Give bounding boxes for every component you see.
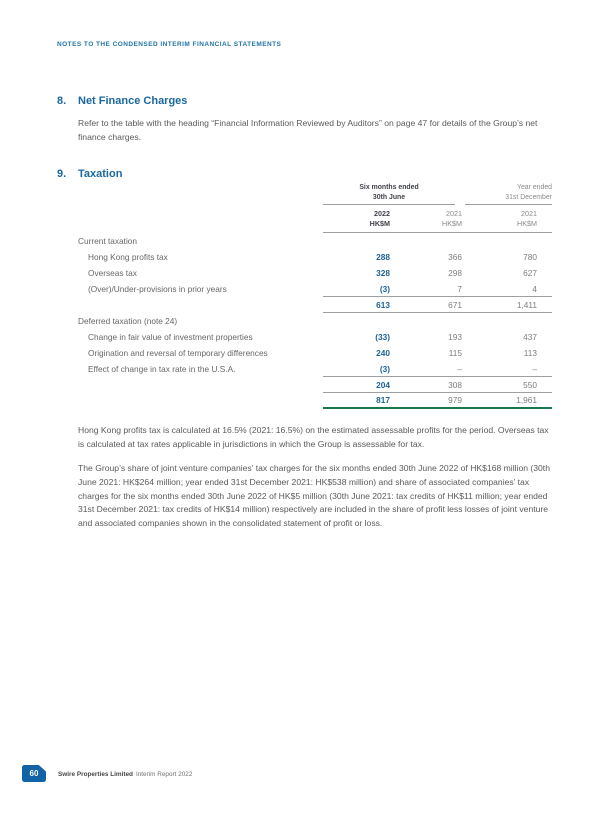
row-label: (Over)/Under-provisions in prior years (88, 284, 227, 295)
table-total-row: 817 979 1,961 (78, 393, 552, 410)
section8-paragraph: Refer to the table with the heading “Fin… (78, 118, 538, 142)
group-header-year-ended: Year ended 31st December (465, 183, 552, 206)
section9-paragraph-1: Hong Kong profits tax is calculated at 1… (78, 425, 549, 449)
value-cell: 204 (376, 379, 390, 390)
row-label: Deferred taxation (note 24) (78, 316, 178, 327)
section8-title: Net Finance Charges (78, 95, 188, 107)
table-group-header-row: Six months ended 30th June Year ended 31… (323, 183, 552, 206)
table-row: (Over)/Under-provisions in prior years (… (78, 281, 552, 298)
section8-number: 8. (57, 95, 67, 107)
value-cell: – (457, 363, 462, 374)
footer-company-name: Swire Properties Limited (58, 771, 133, 778)
column-header-2022: 2022 HK$M (369, 209, 390, 229)
row-label: Effect of change in tax rate in the U.S.… (88, 364, 236, 375)
section9-title: Taxation (78, 168, 123, 180)
value-cell: 366 (448, 252, 462, 263)
row-label: Current taxation (78, 236, 138, 247)
footer-report-title: Interim Report 2022 (135, 771, 193, 778)
group-header-gap (455, 183, 465, 205)
value-cell: 328 (376, 268, 390, 279)
taxation-table: Six months ended 30th June Year ended 31… (78, 183, 552, 410)
row-label: Hong Kong profits tax (88, 252, 168, 263)
section9-number: 9. (57, 168, 67, 180)
table-row: Origination and reversal of temporary di… (78, 345, 552, 361)
value-cell: 298 (448, 268, 462, 279)
table-row: Overseas tax 328 298 627 (78, 265, 552, 281)
value-cell: (3) (379, 283, 390, 294)
value-cell: 817 (376, 395, 390, 406)
column-header-2021-annual: 2021 HK$M (517, 209, 537, 229)
value-cell: 7 (457, 283, 462, 294)
page-number-badge: 60 (22, 765, 46, 782)
value-cell: 1,411 (516, 299, 537, 310)
value-cell: 613 (376, 299, 390, 310)
row-label: Overseas tax (88, 268, 137, 279)
table-column-header-row: 2022 HK$M 2021 HK$M 2021 HK$M (323, 205, 552, 234)
value-cell: 627 (523, 268, 537, 279)
table-subtotal-row: 613 671 1,411 (78, 297, 552, 314)
group-header-six-months: Six months ended 30th June (323, 183, 455, 206)
value-cell: (3) (379, 363, 390, 374)
value-cell: 780 (523, 252, 537, 263)
table-row: Deferred taxation (note 24) (78, 313, 552, 329)
value-cell: 671 (448, 299, 462, 310)
table-subtotal-row: 204 308 550 (78, 377, 552, 394)
value-cell: – (532, 363, 537, 374)
value-cell: 4 (532, 283, 537, 294)
report-section-header: NOTES TO THE CONDENSED INTERIM FINANCIAL… (57, 41, 282, 48)
row-label: Change in fair value of investment prope… (88, 332, 253, 343)
table-row: Hong Kong profits tax 288 366 780 (78, 249, 552, 265)
value-cell: 240 (376, 348, 390, 359)
value-cell: 288 (376, 252, 390, 263)
value-cell: (33) (375, 332, 390, 343)
value-cell: 115 (448, 348, 462, 359)
value-cell: 437 (523, 332, 537, 343)
column-header-2021-interim: 2021 HK$M (442, 209, 462, 229)
section9-paragraph-2: The Group’s share of joint venture compa… (78, 463, 550, 529)
table-row: Effect of change in tax rate in the U.S.… (78, 361, 552, 378)
value-cell: 193 (448, 332, 462, 343)
page-footer: Swire Properties Limited Interim Report 2… (58, 771, 192, 778)
value-cell: 979 (448, 395, 462, 406)
value-cell: 550 (523, 379, 537, 390)
value-cell: 308 (448, 379, 462, 390)
table-row: Current taxation (78, 233, 552, 249)
row-label: Origination and reversal of temporary di… (88, 348, 268, 359)
value-cell: 1,961 (516, 395, 537, 406)
value-cell: 113 (523, 348, 537, 359)
table-row: Change in fair value of investment prope… (78, 329, 552, 345)
